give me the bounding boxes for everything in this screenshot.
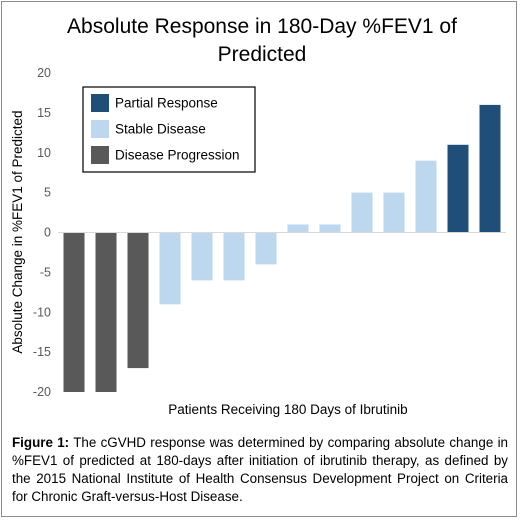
bar [223,232,245,281]
bar [319,224,341,233]
y-tick-label: -15 [33,345,51,359]
x-axis-label-group: Patients Receiving 180 Days of Ibrutinib [168,402,407,417]
bar [191,232,213,281]
legend-label: Partial Response [115,96,218,111]
y-tick-label: -5 [40,265,51,279]
bar [351,192,373,233]
legend-box [82,86,256,173]
y-axis-label-group: Absolute Change in %FEV1 of Predicted [10,110,25,353]
y-tick-label: -10 [33,305,51,319]
chart-title-line: Absolute Response in 180-Day %FEV1 of [67,15,457,38]
x-axis-label: Patients Receiving 180 Days of Ibrutinib [168,402,407,417]
y-tick-label: 5 [44,186,51,200]
chart-title: Absolute Response in 180-Day %FEV1 of Pre… [67,15,457,66]
figure-caption: Figure 1: The cGVHD response was determi… [12,434,508,506]
y-tick-label: 20 [37,66,51,80]
bar [447,144,469,233]
legend-swatch [91,94,109,112]
bar [63,232,85,392]
chart-title-line: Predicted [218,43,307,66]
bar [127,232,149,369]
bars [63,104,501,392]
y-tick-label: 10 [37,146,51,160]
legend-swatch [91,120,109,138]
caption-text: The cGVHD response was determined by com… [12,435,509,504]
bar-chart: Absolute Response in 180-Day %FEV1 of Pre… [10,15,506,417]
y-tick-label: -20 [33,385,51,399]
bar [415,160,437,233]
caption-label: Figure 1: [12,435,70,450]
bar [383,192,405,233]
y-tick-label: 15 [37,106,51,120]
y-tick-label: 0 [44,226,51,240]
bar [479,104,501,233]
y-axis: 20 15 10 5 0 -5 -10 -15 -20 [33,66,51,399]
legend-label: Disease Progression [115,148,240,163]
bar [159,232,181,305]
bar [255,232,277,265]
bar [95,232,117,392]
bar [287,224,309,233]
legend-swatch [91,146,109,164]
legend: Partial Response Stable Disease Disease Pr… [82,86,256,173]
y-axis-label: Absolute Change in %FEV1 of Predicted [10,110,25,353]
legend-label: Stable Disease [115,122,206,137]
